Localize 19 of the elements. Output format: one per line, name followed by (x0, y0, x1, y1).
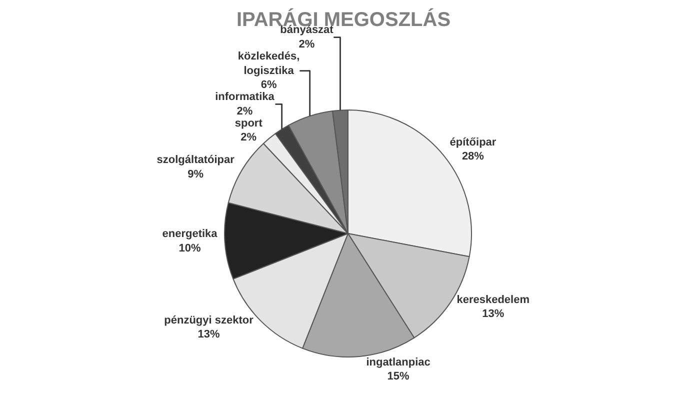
data-label: 28% (462, 150, 484, 163)
data-label: 9% (188, 168, 204, 180)
data-label: 6% (260, 79, 277, 92)
data-label: 2% (298, 38, 315, 50)
slice-label: informatika (215, 91, 276, 104)
data-label: 13% (198, 328, 220, 341)
slice-label: szolgáltatóipar (156, 154, 236, 166)
slice-label: energetika (162, 228, 218, 240)
data-label: 10% (178, 242, 201, 254)
slice-label: közlekedés, logisztika (238, 50, 300, 77)
slice-label: sport (234, 117, 263, 130)
slice-label: ingatlanpiac (366, 356, 430, 368)
slice-label: kereskedelem (456, 294, 530, 306)
data-label: 2% (236, 105, 253, 118)
data-label: 13% (482, 308, 504, 320)
data-label: 2% (240, 132, 257, 144)
slice-label: építőipar (450, 136, 497, 148)
slice-label: pénzügyi szektor (164, 314, 254, 326)
data-label: 15% (387, 370, 410, 383)
